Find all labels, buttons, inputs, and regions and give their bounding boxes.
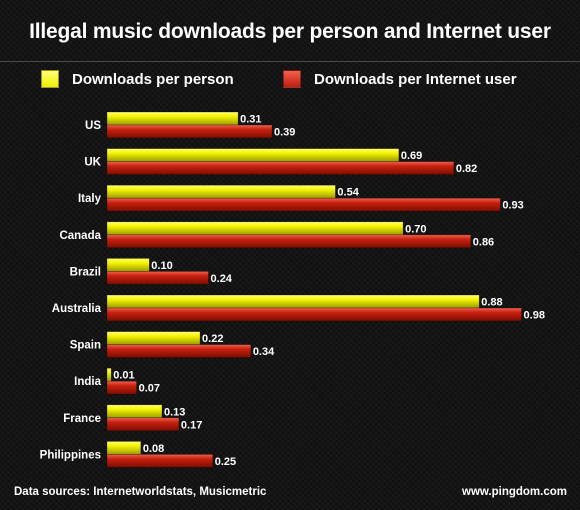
category-label: Philippines bbox=[40, 449, 101, 461]
data-label: 0.13 bbox=[164, 406, 185, 418]
bar-per-person-us bbox=[106, 111, 239, 126]
data-label: 0.08 bbox=[143, 443, 164, 455]
bar-per-person-italy bbox=[106, 184, 336, 199]
category-label: Canada bbox=[59, 230, 101, 242]
bar-per-internet-user-philippines bbox=[106, 454, 214, 468]
bar-per-internet-user-canada bbox=[106, 234, 472, 249]
data-label: 0.31 bbox=[240, 114, 261, 126]
category-label: US bbox=[85, 120, 101, 132]
bars-layer: US 0.31 0.39 UK 0.69 0.82 Italy 0.54 0.93 Canada 0… bbox=[40, 111, 545, 468]
data-label: 0.24 bbox=[211, 273, 233, 285]
data-label: 0.39 bbox=[274, 127, 295, 139]
bar-per-person-philippines bbox=[106, 441, 142, 455]
data-label: 0.86 bbox=[473, 236, 494, 248]
data-label: 0.34 bbox=[253, 346, 275, 358]
bar-per-person-spain bbox=[106, 331, 201, 345]
data-label: 0.70 bbox=[405, 223, 426, 235]
category-label: Brazil bbox=[70, 266, 101, 278]
bar-chart: US 0.31 0.39 UK 0.69 0.82 Italy 0.54 0.93 Canada 0… bbox=[40, 111, 545, 468]
data-label: 0.22 bbox=[202, 333, 223, 345]
bar-per-internet-user-india bbox=[106, 380, 137, 395]
category-label: India bbox=[74, 376, 101, 388]
bar-per-internet-user-australia bbox=[106, 307, 522, 322]
bar-per-internet-user-italy bbox=[106, 197, 501, 212]
legend-swatch-red bbox=[283, 70, 301, 88]
data-label: 0.88 bbox=[481, 297, 502, 309]
bar-per-internet-user-brazil bbox=[106, 271, 209, 285]
legend-swatch-yellow bbox=[41, 70, 59, 88]
title-divider bbox=[0, 61, 580, 62]
bar-per-internet-user-uk bbox=[106, 161, 455, 175]
bar-per-person-uk bbox=[106, 148, 400, 162]
bar-per-person-australia bbox=[106, 294, 480, 309]
site-url: www.pingdom.com bbox=[462, 486, 567, 498]
bar-per-internet-user-spain bbox=[106, 344, 252, 358]
data-label: 0.25 bbox=[215, 456, 236, 468]
legend-label: Downloads per person bbox=[72, 70, 234, 88]
legend-item-downloads-per-internet-user: Downloads per Internet user bbox=[283, 69, 517, 89]
data-label: 0.69 bbox=[401, 150, 422, 162]
chart-title: Illegal music downloads per person and I… bbox=[29, 20, 551, 43]
data-label: 0.17 bbox=[181, 419, 202, 431]
data-label: 0.93 bbox=[502, 200, 523, 212]
category-label: Spain bbox=[70, 340, 101, 352]
bar-per-internet-user-us bbox=[106, 124, 273, 139]
legend-label: Downloads per Internet user bbox=[314, 70, 517, 88]
bar-per-person-france bbox=[106, 404, 163, 419]
category-label: UK bbox=[84, 157, 101, 169]
bar-per-person-india bbox=[106, 367, 112, 382]
category-label: France bbox=[63, 413, 101, 425]
data-label: 0.98 bbox=[524, 310, 545, 322]
data-label: 0.54 bbox=[337, 187, 359, 199]
data-label: 0.07 bbox=[139, 383, 160, 395]
data-sources-note: Data sources: Internetworldstats, Musicm… bbox=[14, 486, 267, 498]
data-label: 0.82 bbox=[456, 163, 477, 175]
bar-per-person-brazil bbox=[106, 258, 150, 272]
bar-per-internet-user-france bbox=[106, 417, 180, 432]
data-label: 0.01 bbox=[113, 370, 134, 382]
category-label: Australia bbox=[52, 303, 102, 315]
bar-per-person-canada bbox=[106, 221, 404, 236]
data-label: 0.10 bbox=[151, 260, 172, 272]
category-label: Italy bbox=[78, 193, 102, 205]
legend-item-downloads-per-person: Downloads per person bbox=[41, 69, 234, 89]
